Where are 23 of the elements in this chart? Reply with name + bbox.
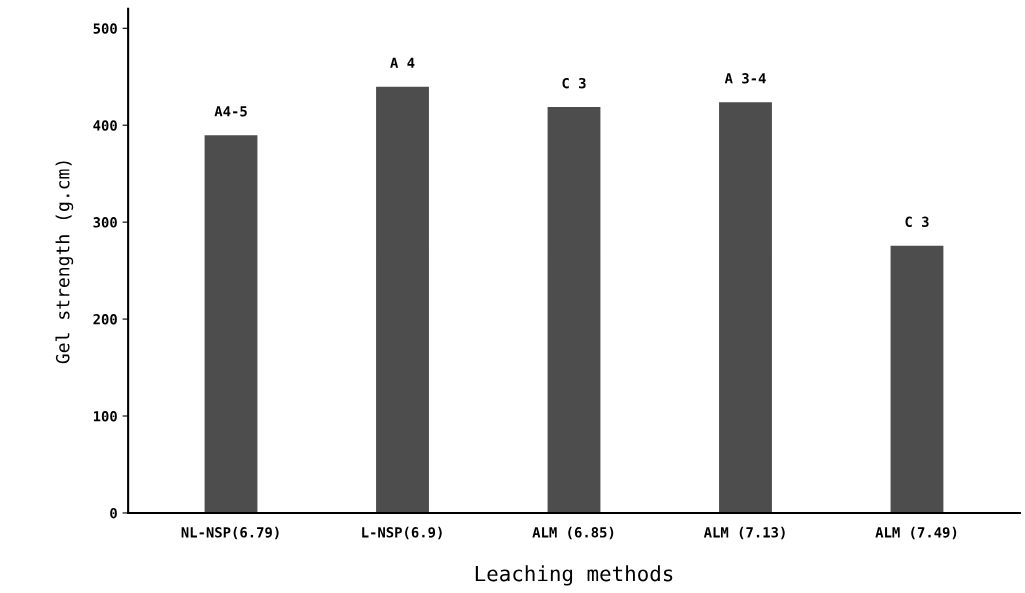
annotation: C 3 <box>562 77 586 89</box>
y-axis-title: Gel strength (g.cm) <box>55 161 74 364</box>
bar <box>719 102 772 513</box>
annotation: A4-5 <box>214 106 247 117</box>
y-tick-label: 500 <box>93 23 117 34</box>
x-axis-title: Leaching methods <box>475 565 673 586</box>
y-tick-label: 400 <box>93 120 117 131</box>
y-tick-label: 300 <box>93 217 117 228</box>
x-tick-label: ALM (7.13) <box>703 526 785 540</box>
bar <box>890 245 944 513</box>
x-tick-label: ALM (6.85) <box>532 526 614 540</box>
annotation: A 4 <box>390 57 415 68</box>
x-tick-label: L-NSP(6.9) <box>362 526 442 540</box>
y-tick-label: 0 <box>110 507 117 519</box>
annotation: C 3 <box>905 216 929 228</box>
y-tick-label: 200 <box>93 314 117 325</box>
x-tick-label: NL-NSP(6.79) <box>181 526 279 540</box>
bar <box>547 107 601 513</box>
y-tick-label: 100 <box>93 410 117 422</box>
bar <box>376 86 429 513</box>
bar <box>204 135 258 513</box>
annotation: A 3-4 <box>724 73 766 84</box>
x-tick-label: ALM (7.49) <box>875 526 957 540</box>
